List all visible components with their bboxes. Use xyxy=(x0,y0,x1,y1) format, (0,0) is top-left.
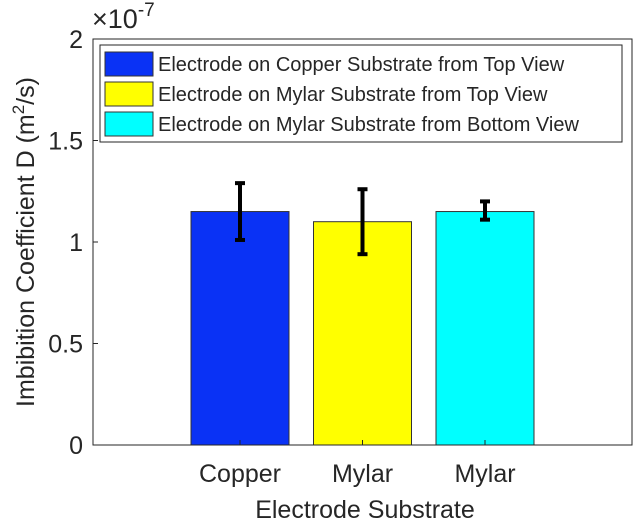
y-tick-label: 0 xyxy=(69,432,83,460)
legend-swatch-1 xyxy=(104,51,154,77)
legend-box xyxy=(99,44,623,143)
y-tick-label: 2 xyxy=(69,26,83,54)
bar-3 xyxy=(435,211,535,446)
legend-swatch-2 xyxy=(104,81,154,107)
y-axis-label: Imbibition Coefficient D (m2/s) xyxy=(9,77,40,407)
legend-label-3: Electrode on Mylar Substrate from Bottom… xyxy=(158,114,579,136)
bar-2 xyxy=(313,221,412,446)
error-bar-3 xyxy=(480,199,490,222)
x-tick-label: Mylar xyxy=(454,460,515,488)
x-axis-label: Electrode Substrate xyxy=(255,496,475,524)
legend-label-2: Electrode on Mylar Substrate from Top Vi… xyxy=(158,84,548,106)
y-tick-label: 0.5 xyxy=(48,331,83,359)
y-tick-label: 1 xyxy=(69,229,83,257)
y-multiplier: ×10-7 xyxy=(92,0,155,34)
x-tick-label: Mylar xyxy=(332,460,393,488)
bar-1 xyxy=(190,211,290,446)
error-bar-1 xyxy=(235,181,245,242)
error-bar-2 xyxy=(357,187,368,257)
y-tick-label: 1.5 xyxy=(48,128,83,156)
legend-label-1: Electrode on Copper Substrate from Top V… xyxy=(158,54,565,76)
x-tick-label: Copper xyxy=(199,460,281,488)
legend-swatch-3 xyxy=(104,111,154,137)
legend: Electrode on Copper Substrate from Top V… xyxy=(99,44,623,143)
